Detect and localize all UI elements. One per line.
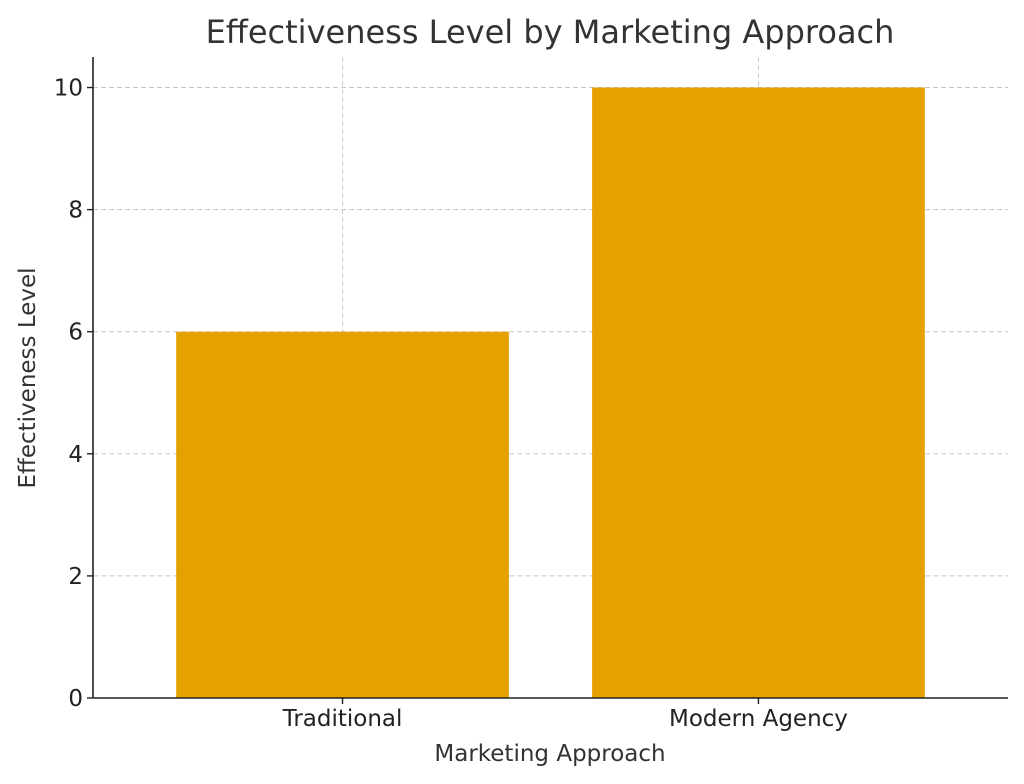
y-tick-label: 0 <box>68 686 83 712</box>
bars <box>176 87 925 699</box>
chart-title: Effectiveness Level by Marketing Approac… <box>206 13 895 51</box>
bar-modern-agency <box>592 87 925 699</box>
axes <box>92 57 1008 699</box>
bar-traditional <box>176 331 509 698</box>
x-tick-label: Modern Agency <box>669 706 848 732</box>
y-tick-label: 6 <box>68 320 83 346</box>
y-tick-label: 2 <box>68 564 83 590</box>
x-axis-ticks: Traditional Modern Agency <box>282 698 848 732</box>
y-axis-label: Effectiveness Level <box>15 267 41 488</box>
x-tick-label: Traditional <box>282 706 403 732</box>
y-tick-label: 8 <box>68 198 83 224</box>
x-axis-label: Marketing Approach <box>434 741 665 767</box>
y-tick-label: 10 <box>54 76 83 102</box>
y-axis-ticks: 0 2 4 6 8 10 <box>54 76 93 712</box>
y-tick-label: 4 <box>68 442 83 468</box>
